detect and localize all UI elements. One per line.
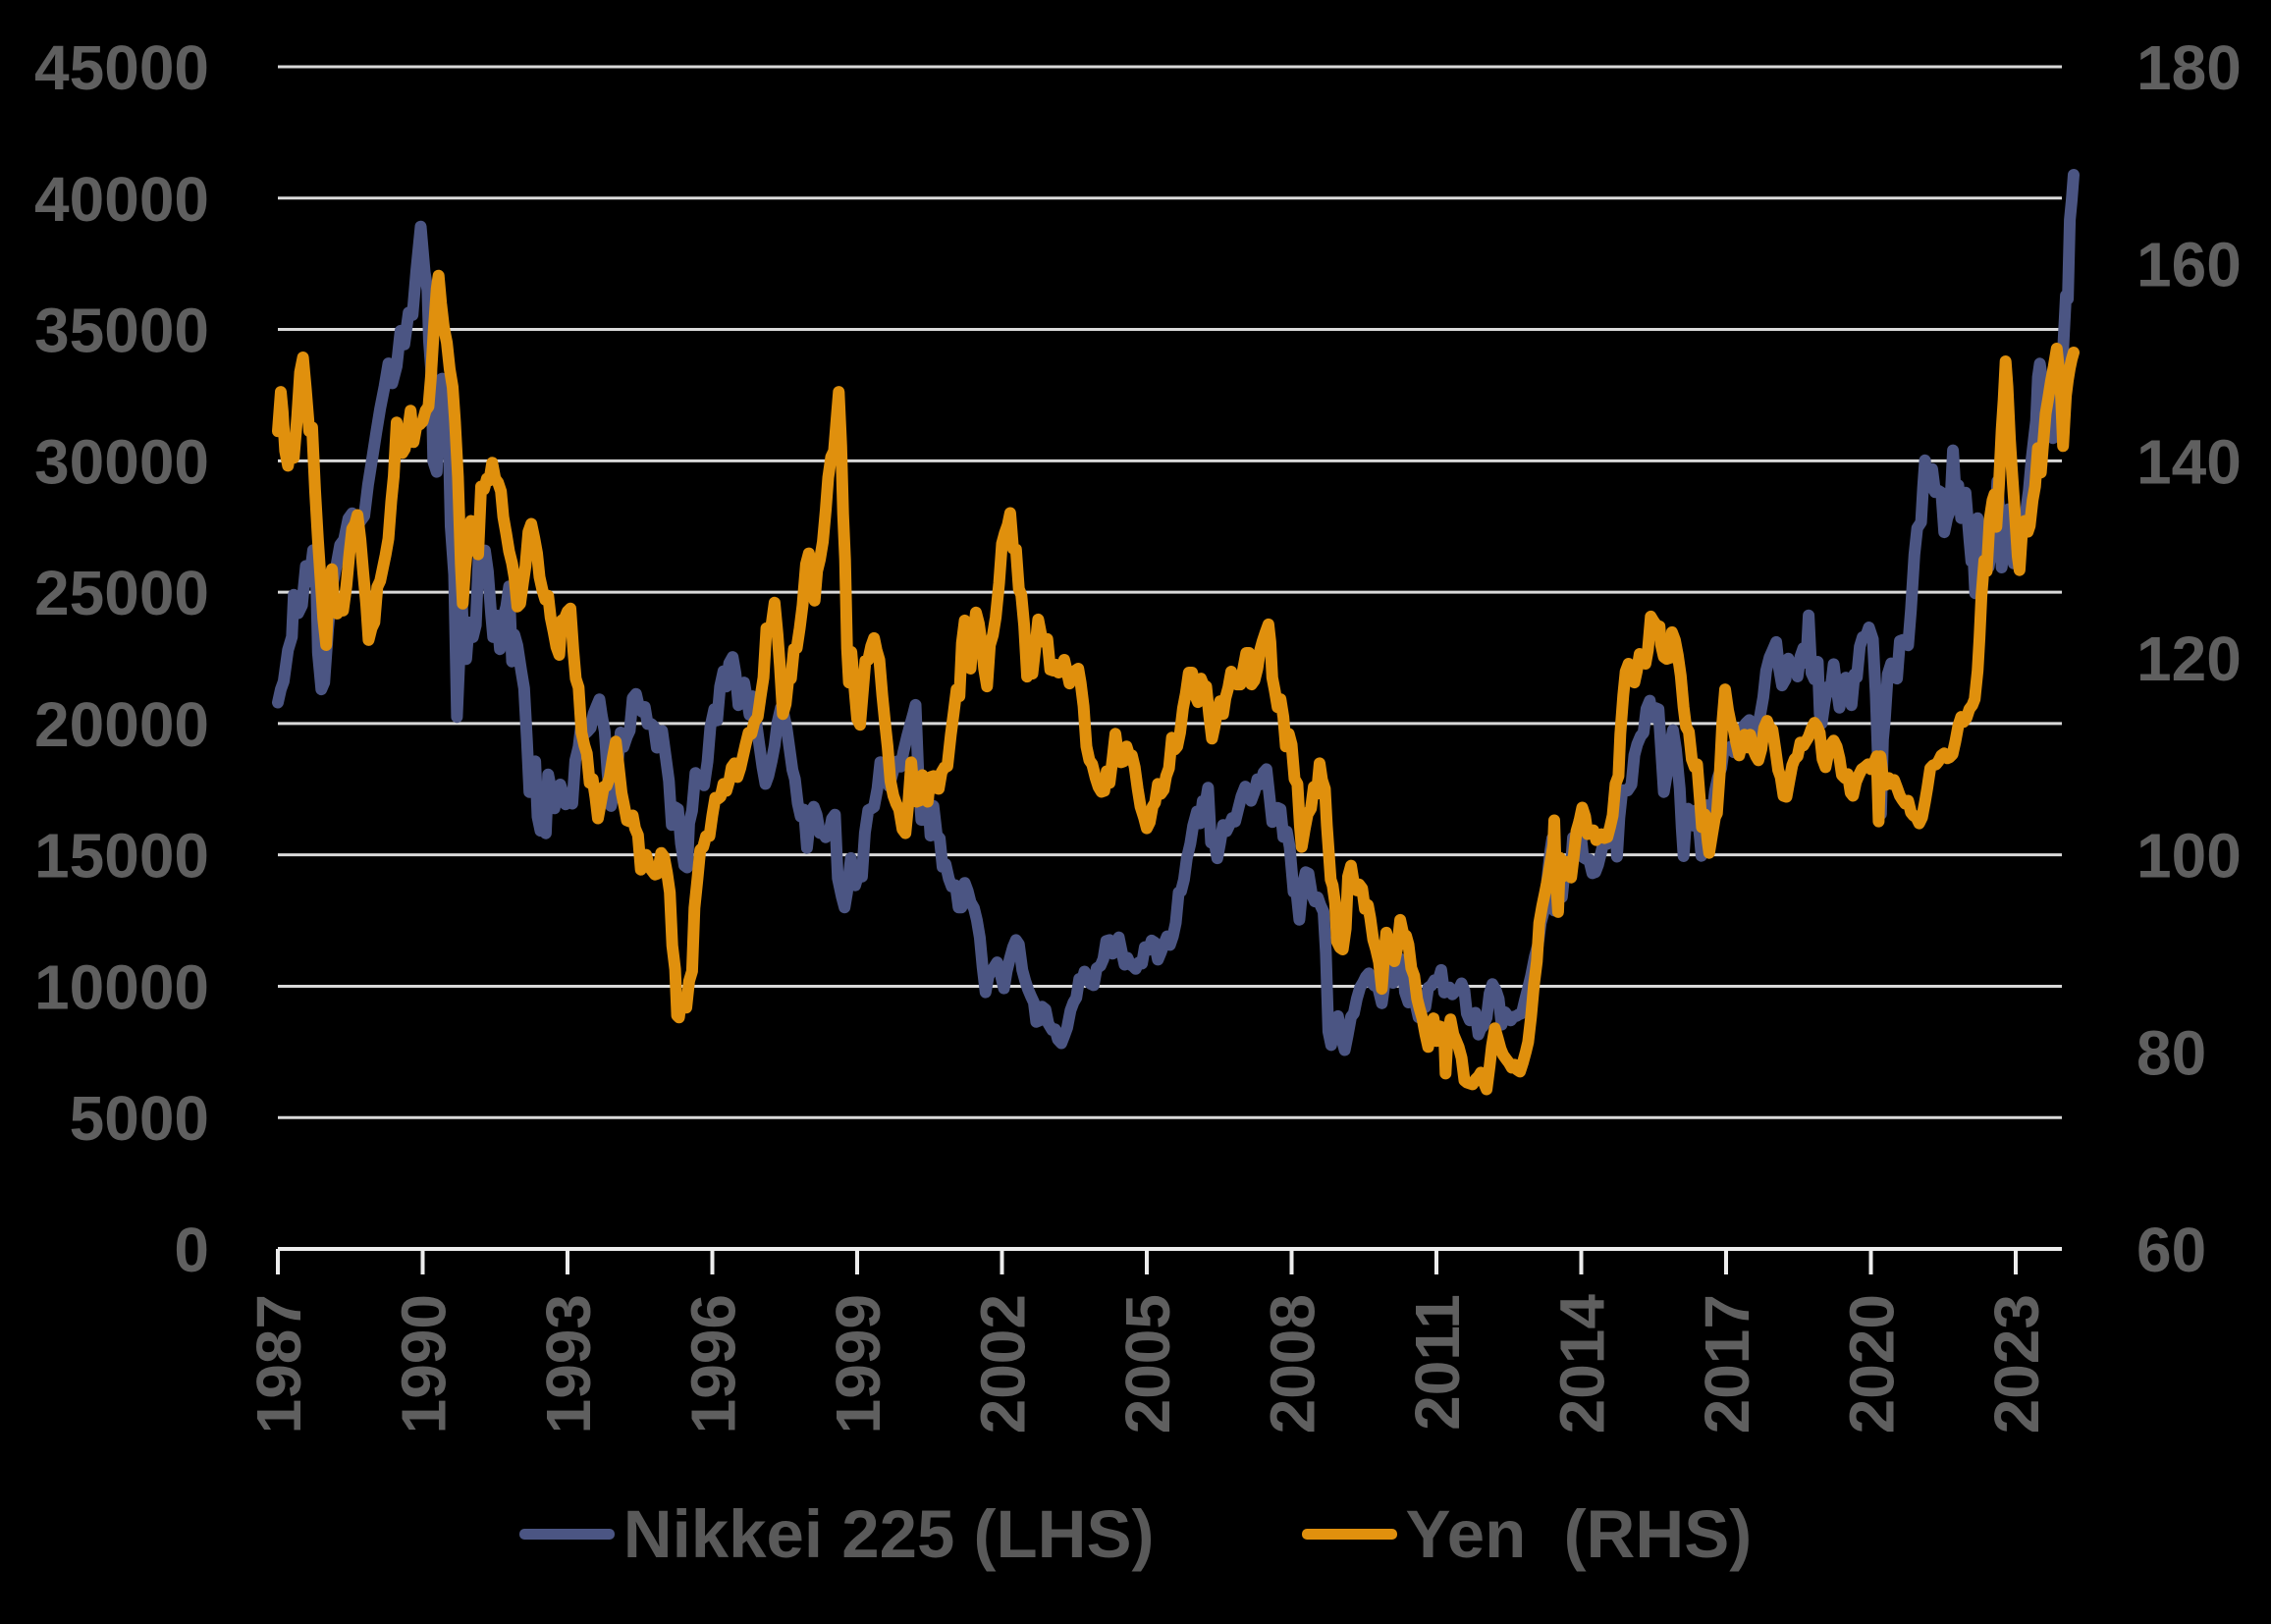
left-axis-label-40000: 40000 — [34, 164, 209, 235]
series-line-nikkei-225 — [272, 169, 2080, 1056]
left-axis-label-10000: 10000 — [34, 951, 209, 1022]
x-axis-label-2023: 2023 — [1981, 1294, 2052, 1434]
x-axis-label-2008: 2008 — [1258, 1294, 1328, 1434]
x-axis-label-2020: 2020 — [1837, 1294, 1908, 1434]
left-axis-label-35000: 35000 — [34, 296, 209, 366]
x-axis-label-1999: 1999 — [823, 1294, 893, 1434]
legend-label-yen: Yen (RHS) — [1405, 1495, 1753, 1572]
left-axis-label-15000: 15000 — [34, 821, 209, 892]
right-axis-label-80: 80 — [2136, 1017, 2206, 1088]
x-axis-label-1990: 1990 — [389, 1294, 460, 1434]
yen-line-swatch — [1301, 1528, 1397, 1540]
x-axis-label-2014: 2014 — [1547, 1294, 1618, 1435]
legend-item-nikkei: Nikkei 225 (LHS) — [518, 1495, 1155, 1572]
x-axis-label-1987: 1987 — [243, 1294, 314, 1434]
right-axis-label-120: 120 — [2136, 623, 2242, 694]
left-axis-label-30000: 30000 — [34, 426, 209, 497]
chart-legend: Nikkei 225 (LHS) Yen (RHS) — [0, 1485, 2271, 1583]
right-axis-label-100: 100 — [2136, 821, 2242, 892]
x-axis-label-2005: 2005 — [1112, 1294, 1183, 1434]
x-axis-label-1996: 1996 — [678, 1294, 749, 1434]
right-axis-label-60: 60 — [2136, 1215, 2206, 1285]
left-axis-label-25000: 25000 — [34, 558, 209, 628]
right-axis-label-180: 180 — [2136, 32, 2242, 103]
legend-item-yen: Yen (RHS) — [1301, 1495, 1753, 1572]
legend-label-nikkei: Nikkei 225 (LHS) — [622, 1495, 1155, 1572]
series-line-yen — [272, 269, 2080, 1096]
x-axis-label-1993: 1993 — [533, 1294, 604, 1434]
x-axis-label-2017: 2017 — [1692, 1294, 1762, 1434]
right-axis-label-160: 160 — [2136, 230, 2242, 300]
left-axis-label-45000: 45000 — [34, 32, 209, 103]
nikkei-line-swatch — [518, 1528, 615, 1540]
left-axis-label-20000: 20000 — [34, 689, 209, 760]
x-axis-label-2002: 2002 — [968, 1294, 1039, 1434]
right-axis-label-140: 140 — [2136, 426, 2242, 497]
x-axis-label-2011: 2011 — [1402, 1294, 1473, 1431]
left-axis-label-0: 0 — [174, 1215, 209, 1285]
left-axis-label-5000: 5000 — [70, 1083, 209, 1154]
